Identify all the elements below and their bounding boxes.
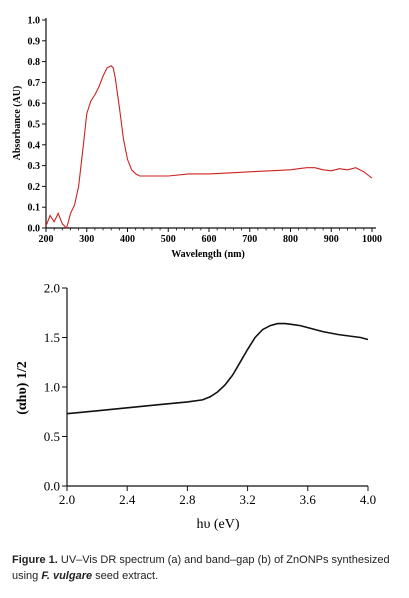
y-tick-label: 0.5 — [28, 120, 41, 131]
y-tick-label: 0.9 — [28, 36, 41, 47]
x-tick-label: 1000 — [362, 234, 382, 245]
y-tick-label: 0.2 — [28, 182, 41, 193]
caption-text-before: UV–Vis DR spectrum (a) and band–gap (b) … — [12, 554, 390, 582]
y-axis-label: (αhυ) 1/2 — [15, 361, 30, 415]
y-tick-label: 1.0 — [28, 16, 41, 27]
y-tick-label: 1.0 — [44, 380, 60, 395]
y-tick-label: 0.7 — [28, 78, 41, 89]
x-tick-label: 2.4 — [119, 492, 136, 507]
band-gap-chart: 2.0 2.4 2.8 3.2 3.6 4.0 0.0 0.5 1.0 1.5 2.0 hυ (eV… — [15, 281, 376, 532]
caption-species: F. vulgare — [41, 570, 93, 582]
y-tick-label: 0.0 — [28, 224, 41, 235]
y-tick-label: 2.0 — [44, 281, 60, 296]
y-tick-label: 1.5 — [44, 330, 60, 345]
x-tick-label: 2.8 — [179, 492, 195, 507]
x-tick-label: 800 — [283, 234, 298, 245]
x-tick-label: 200 — [39, 234, 54, 245]
x-tick-label: 3.2 — [239, 492, 255, 507]
x-axis-label: Wavelength (nm) — [171, 249, 245, 260]
y-tick-label: 0.6 — [28, 99, 41, 110]
x-tick-label: 500 — [161, 234, 176, 245]
x-axis-label: hυ (eV) — [196, 517, 239, 532]
caption-text-after: seed extract. — [92, 570, 159, 582]
y-tick-label: 0.3 — [28, 161, 41, 172]
x-tick-label: 2.0 — [59, 492, 75, 507]
y-axis-label: Absorbance (AU) — [12, 86, 23, 161]
tauc-line — [66, 322, 369, 415]
y-tick-label: 0.8 — [28, 57, 41, 68]
x-tick-label: 400 — [120, 234, 135, 245]
x-tick-label: 700 — [242, 234, 257, 245]
x-tick-label: 3.6 — [300, 492, 317, 507]
figure-caption: Figure 1. UV–Vis DR spectrum (a) and ban… — [12, 552, 402, 584]
caption-label: Figure 1. — [12, 554, 58, 566]
x-tick-label: 600 — [202, 234, 217, 245]
y-tick-label: 0.5 — [44, 429, 60, 444]
x-tick-label: 4.0 — [360, 492, 376, 507]
uv-vis-chart: 200 300 400 500 600 700 800 900 1000 0.0 0.1 0.2 0.3… — [12, 16, 382, 261]
y-tick-label: 0.4 — [28, 140, 41, 151]
x-tick-label: 300 — [79, 234, 94, 245]
y-tick-label: 0.0 — [44, 479, 60, 494]
absorbance-line — [45, 65, 373, 230]
x-tick-label: 900 — [324, 234, 339, 245]
y-tick-label: 0.1 — [28, 203, 41, 214]
